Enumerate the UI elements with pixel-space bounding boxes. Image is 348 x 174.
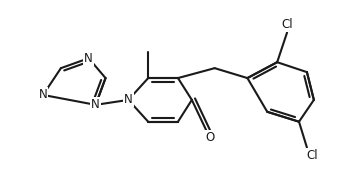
Text: N: N <box>124 93 133 106</box>
Text: Cl: Cl <box>306 149 318 162</box>
Text: N: N <box>39 88 47 101</box>
Text: N: N <box>91 98 100 111</box>
Text: Cl: Cl <box>281 18 293 31</box>
Text: N: N <box>84 52 93 65</box>
Text: O: O <box>205 131 214 144</box>
